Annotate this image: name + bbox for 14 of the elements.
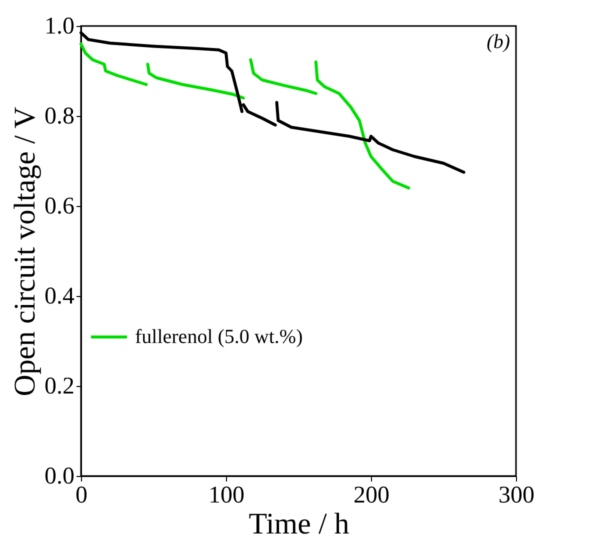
legend-label: fullerenol (5.0 wt.%)	[135, 326, 303, 348]
x-tick-label: 0	[76, 482, 88, 508]
y-tick-label: 0.0	[44, 464, 74, 490]
y-tick-label: 0.8	[44, 104, 74, 130]
y-tick-label: 1.0	[44, 14, 74, 40]
y-tick-label: 0.6	[44, 194, 74, 220]
x-axis-title: Time / h	[248, 508, 350, 540]
y-axis-title: Open circuit voltage / V	[8, 106, 42, 396]
x-tick-label: 200	[354, 482, 390, 508]
x-tick-label: 100	[208, 482, 244, 508]
y-tick-label: 0.2	[44, 374, 74, 400]
x-tick-label: 300	[498, 482, 534, 508]
y-tick-label: 0.4	[44, 284, 74, 310]
annotation: (b)	[486, 31, 510, 53]
